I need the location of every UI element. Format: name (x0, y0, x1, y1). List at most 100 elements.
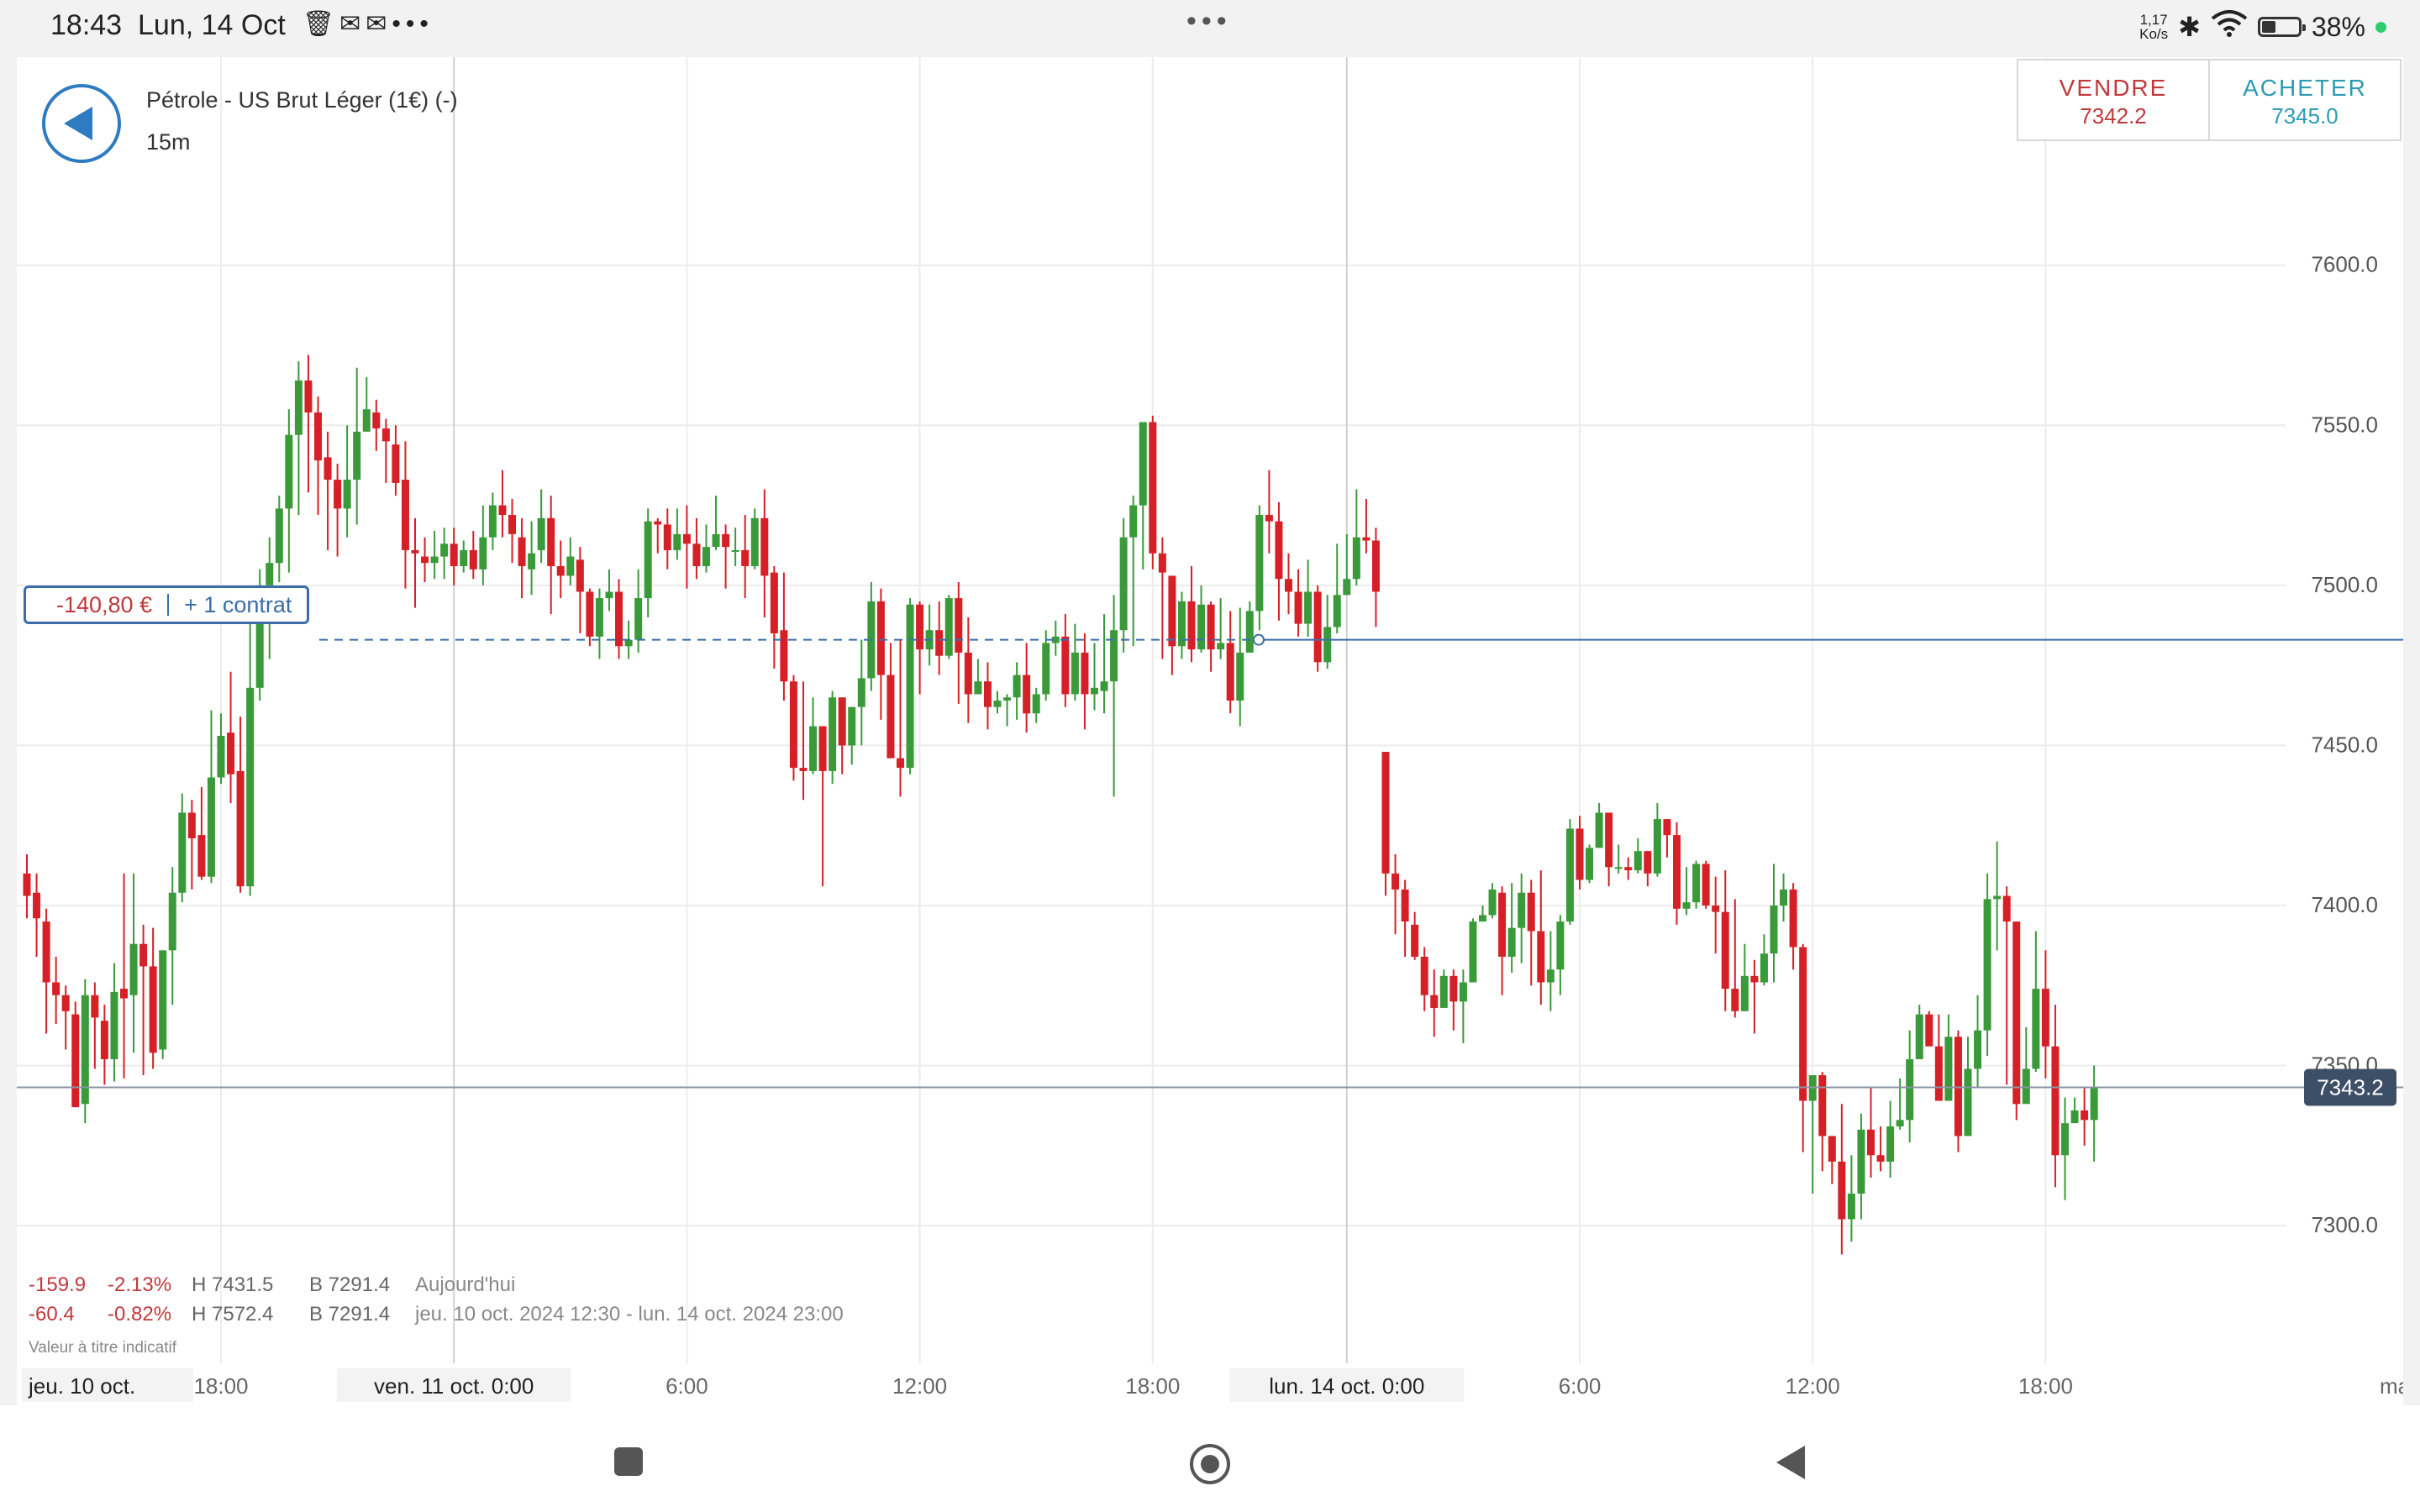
candle-up (266, 563, 274, 585)
today-high: H 7431.5 (192, 1273, 274, 1296)
candle-down (1828, 1136, 1836, 1162)
candle-up (1100, 681, 1108, 691)
candle-down (1226, 643, 1234, 701)
candle-down (71, 1014, 80, 1108)
candle-up (440, 543, 449, 557)
candle-up (829, 697, 837, 771)
notification-icons: 🗑✉✉••• (302, 9, 434, 39)
candle-up (362, 409, 371, 432)
back-nav-button[interactable] (1776, 1446, 1805, 1479)
candle-up (1013, 675, 1021, 698)
date-badge (336, 1368, 571, 1402)
candle-down (100, 1021, 108, 1059)
candle-down (149, 966, 157, 1053)
date-badge (22, 1368, 193, 1402)
candle-down (663, 524, 671, 550)
candlestick-chart[interactable]: 7600.07550.07500.07450.07400.07350.07300… (17, 57, 2403, 1405)
candle-down (556, 565, 565, 576)
battery-icon (2257, 17, 2306, 37)
candle-up (1304, 591, 1313, 624)
x-tick-label: 12:00 (892, 1373, 947, 1399)
chart-panel[interactable]: 7600.0 7550.0 7500.0 7450.0 7400.0 7350.0 7300… (17, 57, 2403, 1405)
candle-up (168, 892, 176, 951)
candle-up (1964, 1068, 1972, 1137)
candle-up (1042, 643, 1050, 695)
sell-label: VENDRE (2059, 75, 2168, 101)
timeframe-label[interactable]: 15m (146, 129, 191, 155)
net-speed-value: 1,17 (2139, 12, 2168, 28)
candle-down (876, 601, 885, 675)
candle-down (498, 505, 507, 516)
candle-down (469, 549, 477, 570)
back-button[interactable] (42, 84, 121, 163)
period-change: -60.4 (29, 1302, 75, 1326)
candle-down (1265, 515, 1273, 522)
candle-up (906, 604, 914, 769)
x-tick-label: 18:00 (2018, 1373, 2073, 1399)
stats-period-row: -60.4 -0.82% H 7572.4 B 7291.4 jeu. 10 o… (29, 1299, 844, 1329)
candle-up (2032, 989, 2040, 1069)
candle-up (159, 950, 167, 1050)
candle-down (187, 812, 196, 838)
buy-label: ACHETER (2243, 75, 2367, 101)
candle-down (741, 549, 750, 566)
candle-down (236, 770, 245, 887)
candle-down (1313, 591, 1322, 663)
candle-up (1507, 927, 1516, 957)
candle-up (644, 521, 652, 599)
candle-down (334, 480, 342, 509)
sell-button[interactable]: VENDRE 7342.2 (2018, 60, 2208, 139)
divider (167, 594, 170, 616)
candle-down (1371, 540, 1380, 592)
recent-apps-button[interactable] (614, 1447, 643, 1476)
candle-down (1285, 579, 1292, 592)
wifi-icon (2211, 10, 2248, 44)
stats-today-row: -159.9 -2.13% H 7431.5 B 7291.4 Aujourd'… (29, 1270, 844, 1299)
candle-up (731, 549, 739, 552)
network-speed: 1,17 Ko/s (2139, 13, 2168, 41)
candle-up (488, 505, 497, 538)
candle-down (1362, 537, 1370, 541)
candle-up (750, 517, 759, 566)
candle-up (1682, 902, 1691, 909)
candle-up (110, 991, 118, 1059)
candle-down (1576, 828, 1584, 880)
candle-down (1799, 947, 1807, 1101)
candle-down (1168, 575, 1176, 647)
candle-down (576, 559, 584, 592)
candle-down (983, 681, 992, 707)
candle-up (1614, 867, 1623, 869)
candle-down (886, 675, 895, 759)
multitask-dots[interactable]: ••• (1186, 5, 1232, 37)
buy-button[interactable]: ACHETER 7345.0 (2208, 60, 2400, 139)
candle-down (1420, 956, 1428, 995)
candle-down (1789, 889, 1797, 948)
battery-level (2261, 21, 2275, 33)
home-button[interactable] (1190, 1444, 1230, 1484)
candle-down (1207, 604, 1215, 650)
candle-down (1381, 752, 1390, 874)
candle-down (1411, 924, 1419, 957)
candle-down (1702, 864, 1710, 906)
candle-down (381, 428, 390, 442)
status-bar: 18:43 Lun, 14 Oct 🗑✉✉••• ••• 1,17 Ko/s ✱ … (0, 0, 2420, 52)
candle-down (654, 521, 662, 525)
candle-down (770, 572, 778, 634)
open-position-tag[interactable]: -140,80 € + 1 contrat (24, 585, 310, 624)
candle-up (353, 431, 361, 480)
candle-up (2070, 1110, 2079, 1124)
candle-up (1692, 864, 1701, 903)
candle-down (789, 681, 797, 769)
candle-down (1537, 931, 1545, 983)
candle-down (1061, 636, 1070, 695)
x-tick-label: lun. 14 oct. 0:00 (1269, 1373, 1424, 1399)
candle-down (1430, 995, 1439, 1008)
instrument-title: Pétrole - US Brut Léger (1€) (-) (146, 87, 458, 113)
candle-down (91, 995, 99, 1018)
candle-down (1275, 521, 1283, 580)
candle-down (1673, 835, 1681, 909)
candle-down (1954, 1037, 1962, 1137)
candle-down (1498, 892, 1507, 957)
candle-down (2081, 1110, 2089, 1121)
status-time: 18:43 Lun, 14 Oct (50, 9, 286, 42)
